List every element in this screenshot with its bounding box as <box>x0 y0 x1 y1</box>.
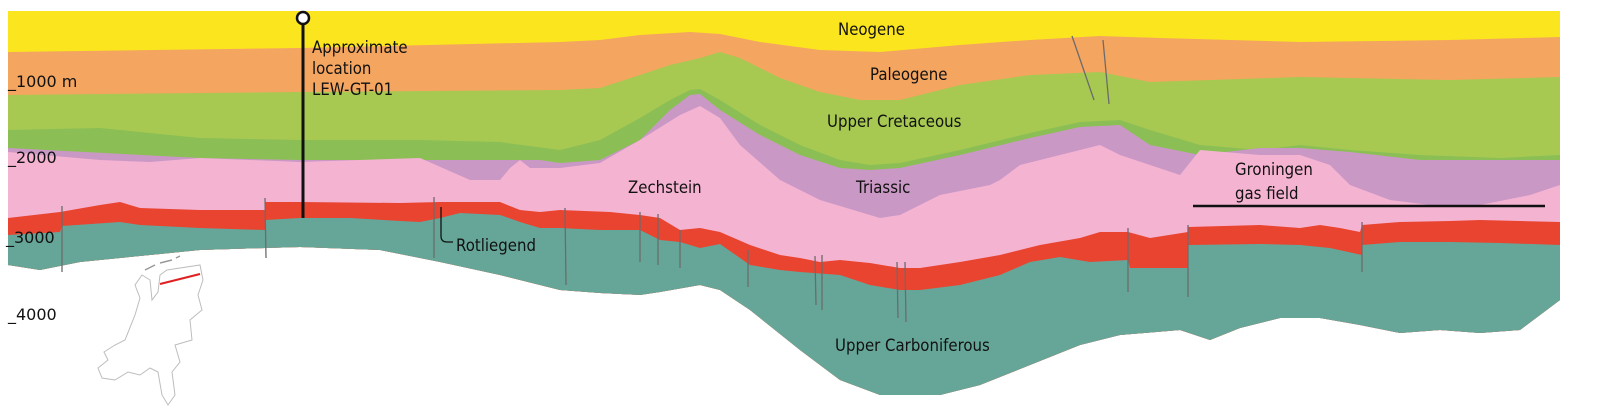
rotliegend-leader <box>440 207 453 243</box>
fault-line <box>564 207 567 286</box>
depth-label-1000: _1000 m <box>8 72 78 91</box>
well-label: Approximate location LEW-GT-01 <box>312 38 408 101</box>
fault-line <box>1071 35 1095 101</box>
strata <box>8 11 1560 395</box>
well-label-line2: location <box>312 59 372 79</box>
well-label-line1: Approximate <box>312 38 408 58</box>
label-upper-cretaceous: Upper Cretaceous <box>827 112 962 132</box>
label-rotliegend: Rotliegend <box>456 236 536 256</box>
depth-label-4000: _4000 <box>8 305 57 324</box>
fault-line <box>264 197 267 259</box>
gas-field-line2: gas field <box>1235 184 1299 204</box>
label-triassic: Triassic <box>856 178 911 198</box>
depth-label-2000: _2000 <box>8 148 57 167</box>
well-label-line3: LEW-GT-01 <box>312 80 394 100</box>
section-location-line <box>159 273 201 285</box>
label-zechstein: Zechstein <box>628 178 702 198</box>
gas-field-line1: Groningen <box>1235 160 1313 180</box>
netherlands-map-icon <box>97 264 204 406</box>
wadden-islands-icon <box>144 255 181 271</box>
fault-line <box>896 261 899 319</box>
depth-label-3000: _3000 <box>6 228 55 247</box>
well-head-icon <box>295 10 311 26</box>
label-paleogene: Paleogene <box>870 65 948 85</box>
label-neogene: Neogene <box>838 20 905 40</box>
fault-line <box>904 261 907 323</box>
label-upper-carboniferous: Upper Carboniferous <box>835 336 990 356</box>
gas-field-label: Groningen gas field <box>1235 158 1313 206</box>
fault-line <box>814 255 817 306</box>
fault-line <box>1102 39 1110 105</box>
